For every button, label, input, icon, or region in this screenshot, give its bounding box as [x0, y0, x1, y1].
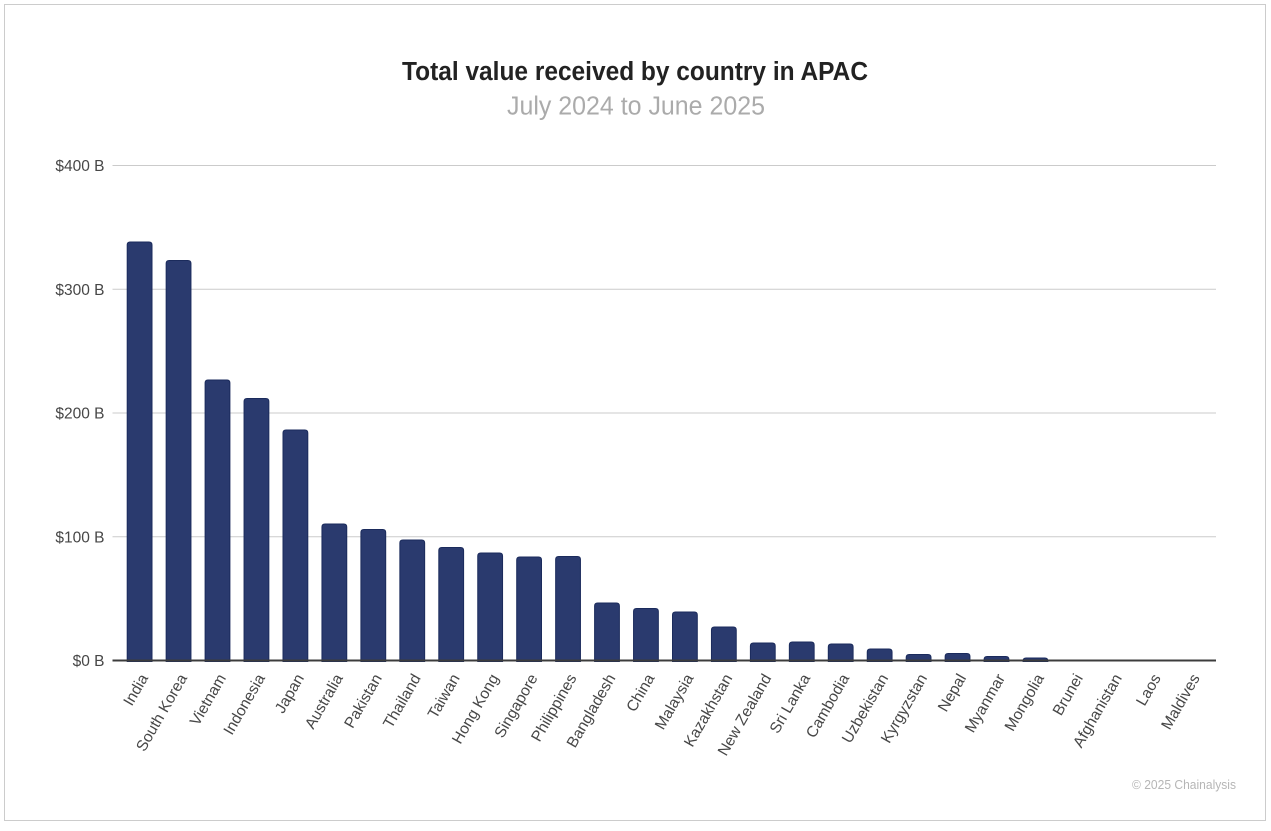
svg-text:$300 B: $300 B — [55, 282, 104, 299]
svg-text:July 2024 to June 2025: July 2024 to June 2025 — [507, 91, 765, 121]
svg-text:$200 B: $200 B — [55, 406, 104, 423]
svg-text:$0 B: $0 B — [73, 653, 105, 670]
svg-text:$400 B: $400 B — [55, 158, 104, 175]
svg-text:$100 B: $100 B — [55, 529, 104, 546]
svg-text:© 2025 Chainalysis: © 2025 Chainalysis — [1132, 777, 1236, 792]
svg-text:Total value received by countr: Total value received by country in APAC — [402, 58, 868, 86]
